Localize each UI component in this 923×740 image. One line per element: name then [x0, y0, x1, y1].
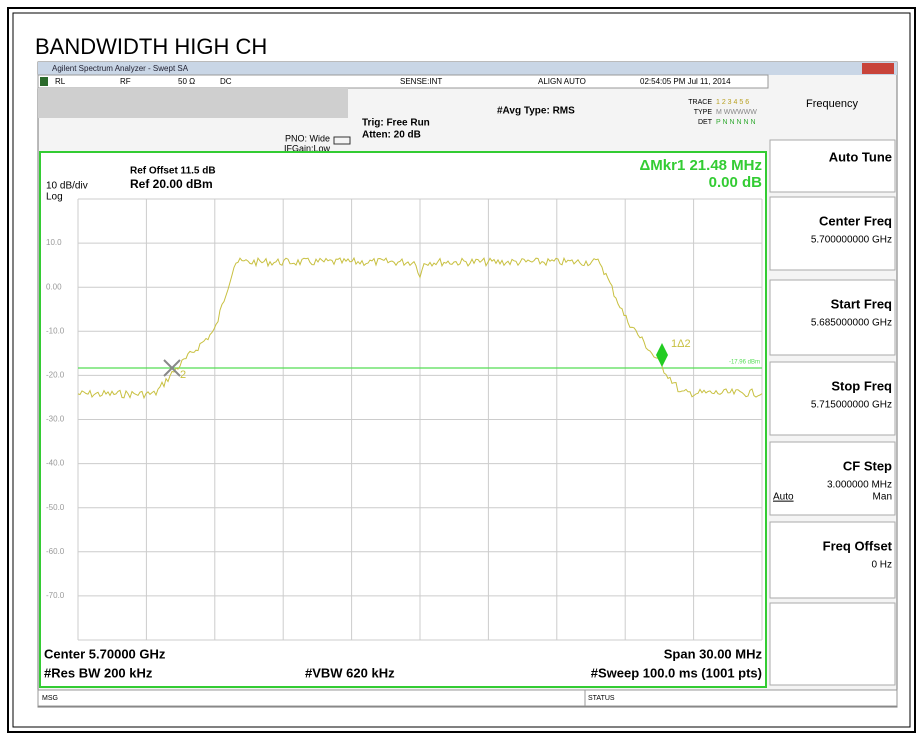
inner-frame: [12, 12, 911, 728]
trace: [77, 256, 763, 400]
center-freq: Center 5.70000 GHz: [44, 646, 166, 661]
span: Span 30.00 MHz: [664, 646, 763, 661]
trig: Trig: Free Run: [362, 118, 430, 129]
ref-line-label: -17.96 dBm: [729, 360, 760, 366]
softkey-option: Man: [873, 492, 892, 503]
softkey[interactable]: [769, 196, 896, 271]
type-vals: M WWWWW: [716, 109, 757, 116]
softkey[interactable]: [769, 602, 896, 686]
page-title: BANDWIDTH HIGH CH: [35, 34, 267, 59]
softkey-value: 5.700000000 GHz: [811, 235, 892, 246]
impedance: 50 Ω: [178, 77, 195, 86]
vbw: #VBW 620 kHz: [305, 665, 395, 680]
softkey-menu: Frequency: [806, 98, 858, 110]
trig-icon: [333, 136, 351, 145]
y-label: -40.0: [46, 459, 65, 468]
avg-type: #Avg Type: RMS: [497, 106, 575, 117]
window-title: Agilent Spectrum Analyzer - Swept SA: [52, 64, 189, 73]
marker-readout: ΔMkr1 21.48 MHz: [640, 157, 763, 174]
marker-2-label: 2: [180, 369, 186, 381]
status-bar: [37, 689, 898, 707]
coupling: DC: [220, 77, 232, 86]
res-bw: #Res BW 200 kHz: [44, 665, 153, 680]
marker-1: [656, 343, 668, 367]
trace-label: TRACE: [688, 99, 712, 106]
ifgain: IFGain:Low: [284, 143, 331, 153]
marker-1-label: 1Δ2: [671, 338, 691, 350]
y-label: -20.0: [46, 371, 65, 380]
type-label: TYPE: [694, 109, 713, 116]
pno: PNO: Wide: [285, 133, 330, 143]
atten: Atten: 20 dB: [362, 130, 421, 141]
y-label: 10.0: [46, 238, 62, 247]
status-row: [37, 74, 769, 89]
msg: MSG: [42, 695, 58, 702]
softkeys: Auto Tune Center Freq 5.700000000 GHz Start…: [769, 139, 896, 686]
softkey-value: 3.000000 MHz: [827, 480, 892, 491]
close-button[interactable]: [862, 63, 894, 74]
marker-delta: 0.00 dB: [709, 174, 763, 191]
rl: RL: [55, 77, 66, 86]
softkey-label: Auto Tune: [829, 149, 892, 164]
sense: SENSE:INT: [400, 77, 442, 86]
det-vals: P N N N N N: [716, 119, 756, 126]
y-label: -50.0: [46, 503, 65, 512]
marker-2: [163, 359, 181, 377]
status: STATUS: [588, 695, 615, 702]
softkey-value: 5.715000000 GHz: [811, 400, 892, 411]
status-icon: [40, 77, 48, 86]
outer-frame: [7, 7, 916, 733]
softkey-label: CF Step: [843, 458, 892, 473]
sweep: #Sweep 100.0 ms (1001 pts): [591, 665, 762, 680]
log: Log: [46, 192, 63, 203]
softkey[interactable]: [769, 521, 896, 599]
softkey[interactable]: [769, 139, 896, 193]
softkey-label: Start Freq: [831, 296, 892, 311]
plot: 10.0 0.00 -10.0 -20.0 -30.0 -40.0 -50.0 -60.0 -7…: [46, 198, 763, 641]
softkey-label: Freq Offset: [823, 538, 893, 553]
y-label: -30.0: [46, 415, 65, 424]
toolbar-gray: [38, 88, 348, 118]
scale: 10 dB/div: [46, 181, 88, 192]
softkey[interactable]: [769, 361, 896, 436]
y-label: 0.00: [46, 282, 62, 291]
softkey-label: Stop Freq: [831, 378, 892, 393]
softkey-value: 0 Hz: [871, 560, 892, 571]
align: ALIGN AUTO: [538, 77, 586, 86]
y-label: -60.0: [46, 547, 65, 556]
ref-level: Ref 20.00 dBm: [130, 177, 213, 191]
title-bar: [38, 62, 897, 75]
y-label: -10.0: [46, 326, 65, 335]
softkey-value: 5.685000000 GHz: [811, 318, 892, 329]
softkey-option: Auto: [773, 492, 794, 503]
y-label: -70.0: [46, 591, 65, 600]
softkey[interactable]: [769, 441, 896, 516]
softkey-label: Center Freq: [819, 213, 892, 228]
trace-nums: 1 2 3 4 5 6: [716, 99, 749, 106]
rf: RF: [120, 77, 131, 86]
datetime: 02:54:05 PM Jul 11, 2014: [640, 77, 731, 86]
softkey[interactable]: [769, 279, 896, 356]
det-label: DET: [698, 119, 713, 126]
ref-offset: Ref Offset 11.5 dB: [130, 166, 216, 177]
